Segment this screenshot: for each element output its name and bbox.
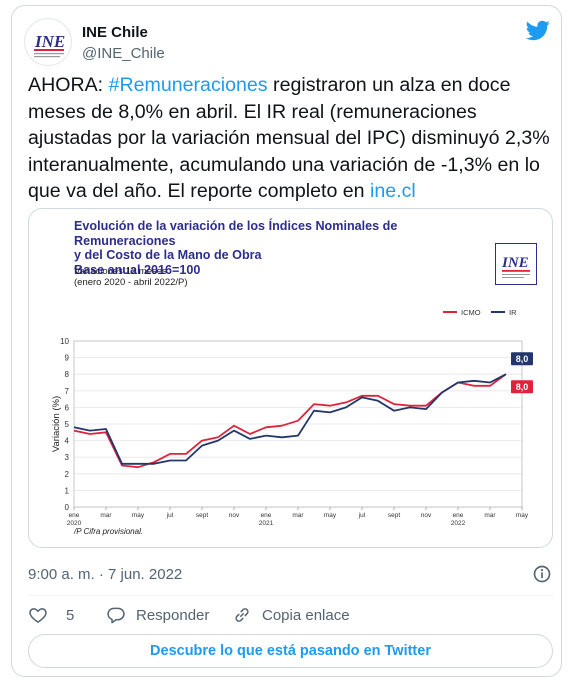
series-line-icmo bbox=[73, 373, 507, 469]
x-tick-label: mar bbox=[292, 512, 304, 519]
y-tick-label: 10 bbox=[60, 337, 69, 346]
x-tick-label: jul bbox=[166, 512, 174, 519]
ine-logo-icon: INE bbox=[34, 32, 65, 58]
x-tick-label: may bbox=[324, 512, 337, 519]
heart-icon bbox=[29, 608, 47, 623]
legend-label-ir: IR bbox=[509, 308, 517, 317]
account-name[interactable]: INE Chile bbox=[82, 24, 148, 41]
chart-footnote: /P Cifra provisional. bbox=[74, 527, 144, 536]
y-tick-label: 7 bbox=[65, 387, 70, 396]
x-year-label: 2021 bbox=[259, 520, 274, 527]
twitter-bird-icon[interactable] bbox=[525, 18, 551, 42]
y-tick-label: 2 bbox=[65, 470, 70, 479]
series-line-ir bbox=[73, 373, 507, 465]
copy-link-button[interactable]: Copia enlace bbox=[232, 604, 350, 626]
end-label-ir: 8,0 bbox=[516, 354, 529, 364]
svg-text:INE: INE bbox=[34, 32, 65, 51]
link-icon bbox=[235, 608, 249, 622]
chart-title: Evolución de la variación de los Índices… bbox=[74, 219, 494, 277]
chart-ine-logo-icon: INE bbox=[501, 255, 530, 278]
copy-link-label: Copia enlace bbox=[262, 606, 350, 624]
end-label-icmo: 8,0 bbox=[516, 382, 529, 392]
x-tick-label: ene bbox=[261, 512, 272, 519]
x-tick-label: mar bbox=[100, 512, 112, 519]
line-chart: 0 1 2 3 4 5 6 7 8 9 10 Variación (%) ene mar may jul sep… bbox=[51, 308, 533, 527]
divider bbox=[28, 595, 553, 596]
reply-label: Responder bbox=[136, 606, 210, 624]
x-tick-label: may bbox=[516, 512, 529, 519]
chart-title-line-1: Evolución de la variación de los Índices… bbox=[74, 219, 398, 248]
like-button[interactable]: 5 bbox=[28, 604, 74, 626]
tweet-timestamp[interactable]: 9:00 a. m. · 7 jun. 2022 bbox=[28, 566, 183, 583]
chart-subtitle: Variaciones 12 meses (enero 2020 - abril… bbox=[74, 266, 188, 288]
y-tick-label: 4 bbox=[65, 437, 70, 446]
chart-subtitle-line-1: Variaciones 12 meses bbox=[74, 266, 167, 277]
legend-label-icmo: ICMO bbox=[461, 308, 481, 317]
y-tick-label: 3 bbox=[65, 453, 70, 462]
x-tick-label: jul bbox=[358, 512, 366, 519]
end-label-box-icmo bbox=[511, 380, 533, 394]
tweet-text: AHORA: #Remuneraciones registraron un al… bbox=[28, 72, 553, 205]
y-tick-label: 0 bbox=[65, 503, 70, 512]
svg-text:INE: INE bbox=[501, 255, 529, 271]
x-year-label: 2022 bbox=[451, 520, 466, 527]
x-tick-label: ene bbox=[69, 512, 80, 519]
chart-ine-logo: INE bbox=[495, 243, 537, 285]
ine-logo-avatar[interactable]: INE bbox=[24, 18, 72, 66]
y-tick-label: 5 bbox=[65, 420, 70, 429]
chart-subtitle-line-2: (enero 2020 - abril 2022/P) bbox=[74, 277, 188, 288]
y-tick-label: 8 bbox=[65, 370, 70, 379]
x-tick-label: may bbox=[132, 512, 145, 519]
account-handle[interactable]: @INE_Chile bbox=[82, 45, 165, 62]
ine-cl-link[interactable]: ine.cl bbox=[370, 180, 416, 202]
reply-icon bbox=[107, 607, 125, 624]
y-tick-label: 6 bbox=[65, 403, 70, 412]
hashtag-link[interactable]: #Remuneraciones bbox=[108, 74, 268, 96]
y-tick-label: 1 bbox=[65, 486, 70, 495]
y-axis-label: Variación (%) bbox=[51, 396, 62, 452]
x-year-label: 2020 bbox=[67, 520, 82, 527]
info-icon[interactable] bbox=[532, 564, 552, 584]
x-tick-label: nov bbox=[229, 512, 240, 519]
x-tick-label: sept bbox=[196, 512, 208, 519]
chart-title-line-2: y del Costo de la Mano de Obra bbox=[74, 248, 262, 262]
reply-button[interactable]: Responder bbox=[106, 604, 209, 626]
like-count: 5 bbox=[66, 606, 75, 624]
chart-title-line-3: Base anual 2016=100 bbox=[74, 262, 201, 277]
x-tick-label: ene bbox=[453, 512, 464, 519]
tweet-card[interactable]: INE INE Chile @INE_Chile AHORA: #Remuner… bbox=[11, 5, 562, 677]
tweet-text-part1: AHORA: bbox=[28, 74, 109, 96]
x-tick-label: mar bbox=[484, 512, 496, 519]
x-tick-label: nov bbox=[421, 512, 432, 519]
tweet-actions: 5 Responder Copia enlace bbox=[28, 604, 553, 628]
tweet-header: INE INE Chile @INE_Chile bbox=[24, 16, 551, 66]
x-tick-label: sept bbox=[388, 512, 400, 519]
discover-twitter-button[interactable]: Descubre lo que está pasando en Twitter bbox=[28, 634, 553, 668]
end-label-box-ir bbox=[511, 352, 533, 366]
chart-image[interactable]: Evolución de la variación de los Índices… bbox=[28, 208, 553, 548]
tweet-text-part2: registraron un alza en doce meses de 8,0… bbox=[28, 74, 550, 202]
y-tick-label: 9 bbox=[65, 354, 70, 363]
